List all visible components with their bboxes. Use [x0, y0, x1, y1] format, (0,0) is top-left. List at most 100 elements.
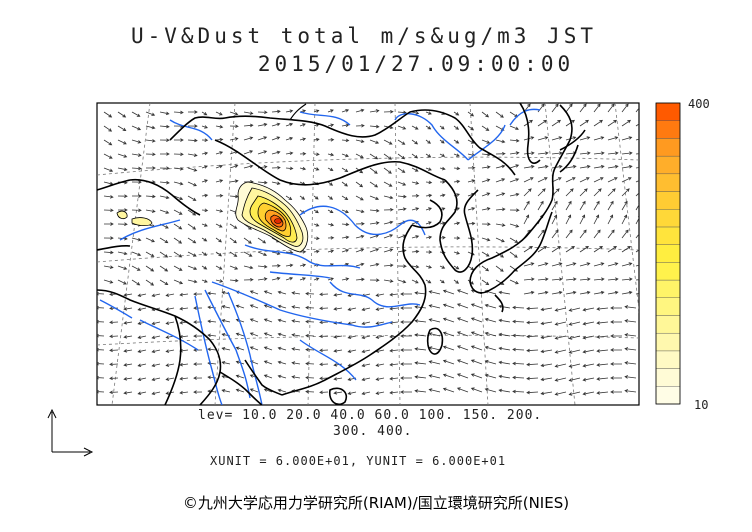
wind-arrow — [305, 347, 315, 352]
wind-arrow — [621, 188, 630, 197]
wind-arrow — [554, 335, 567, 340]
wind-arrow — [540, 391, 553, 396]
wind-arrow — [369, 153, 379, 160]
wind-arrow — [411, 249, 420, 254]
wind-arrow — [355, 153, 364, 159]
wind-arrow — [481, 139, 491, 144]
wind-arrow — [411, 181, 420, 185]
wind-arrow — [428, 290, 441, 295]
wind-arrow — [512, 361, 525, 366]
wind-arrow — [179, 390, 189, 395]
wind-arrow — [215, 251, 222, 257]
wind-arrow — [579, 177, 590, 183]
wind-arrow — [369, 262, 380, 267]
wind-arrow — [221, 389, 231, 393]
wind-arrow — [453, 221, 461, 226]
wind-arrow — [610, 348, 622, 352]
wind-arrow — [582, 335, 595, 340]
wind-arrow — [512, 347, 525, 352]
wind-arrow — [428, 388, 441, 393]
wind-arrow — [333, 335, 343, 339]
colorbar-segment — [655, 386, 681, 405]
wind-arrow — [554, 321, 567, 326]
wind-arrow — [355, 262, 365, 267]
wind-arrow — [568, 307, 581, 312]
wind-arrow — [109, 390, 119, 395]
wind-arrow — [593, 119, 603, 127]
wind-arrow — [341, 209, 349, 214]
wind-arrow — [579, 229, 587, 239]
wind-arrow — [383, 181, 393, 187]
wind-arrow — [369, 167, 378, 174]
wind-arrow — [537, 277, 549, 282]
wind-arrow — [579, 246, 589, 253]
wind-arrow — [425, 139, 431, 144]
wind-arrow — [118, 208, 128, 212]
wind-arrow — [568, 377, 581, 382]
wind-arrow — [229, 251, 238, 257]
wind-arrow — [327, 236, 335, 240]
wind-arrow — [369, 139, 380, 144]
wind-arrow — [495, 139, 506, 144]
wind-arrow — [117, 153, 128, 158]
wind-arrow — [596, 335, 609, 339]
wind-arrow — [607, 103, 615, 113]
wind-arrow — [607, 177, 618, 183]
wind-arrow — [159, 195, 170, 200]
wind-arrow — [453, 236, 461, 240]
wind-arrow — [215, 209, 224, 213]
wind-arrow — [481, 265, 490, 272]
wind-arrow — [579, 164, 591, 169]
wind-arrow — [509, 208, 520, 212]
wind-arrow — [509, 251, 518, 258]
wind-arrow — [411, 167, 419, 172]
wind-arrow — [565, 214, 572, 225]
wind-arrow — [400, 362, 412, 366]
wind-arrow — [537, 262, 549, 267]
map-frame — [96, 102, 640, 406]
wind-arrow — [383, 220, 394, 225]
wind-arrow — [179, 376, 189, 381]
wind-arrow — [159, 251, 169, 258]
wind-arrow — [414, 389, 427, 393]
wind-arrow — [355, 222, 365, 226]
wind-arrow — [187, 167, 198, 172]
wind-arrow — [103, 250, 114, 255]
wind-arrow — [299, 152, 307, 156]
wind-arrow — [593, 277, 605, 282]
wind-arrow — [137, 363, 147, 367]
wind-arrow — [173, 265, 183, 271]
wind-arrow — [442, 317, 455, 323]
wind-arrow — [229, 137, 239, 141]
wind-arrow — [442, 359, 455, 365]
wind-arrow — [187, 138, 198, 143]
wind-arrow — [383, 234, 394, 239]
wind-arrow — [187, 124, 198, 128]
wind-arrow — [215, 124, 224, 129]
wind-arrow — [131, 180, 142, 184]
wind-arrow — [425, 153, 432, 158]
wind-arrow — [498, 304, 511, 309]
wind-arrow — [207, 347, 217, 352]
wind-arrow — [319, 334, 329, 339]
wind-arrow — [319, 292, 329, 297]
wind-arrow — [579, 136, 591, 141]
wind-arrow — [383, 167, 392, 174]
wind-arrow — [207, 333, 217, 338]
wind-arrow — [165, 307, 175, 311]
wind-arrow — [243, 265, 254, 270]
wind-arrow — [299, 195, 306, 200]
wind-arrow — [635, 279, 639, 281]
wind-arrow — [103, 195, 114, 199]
wind-arrow — [299, 250, 307, 254]
wind-arrow — [540, 349, 553, 354]
wind-arrow — [442, 331, 455, 337]
wind-arrow — [215, 237, 222, 243]
wind-arrow — [383, 263, 394, 268]
wind-arrow — [495, 164, 506, 169]
wind-arrow — [554, 391, 567, 396]
wind-arrow — [145, 125, 156, 130]
wind-arrow — [596, 307, 609, 311]
wind-arrow — [187, 251, 197, 257]
wind-arrow — [117, 139, 127, 145]
